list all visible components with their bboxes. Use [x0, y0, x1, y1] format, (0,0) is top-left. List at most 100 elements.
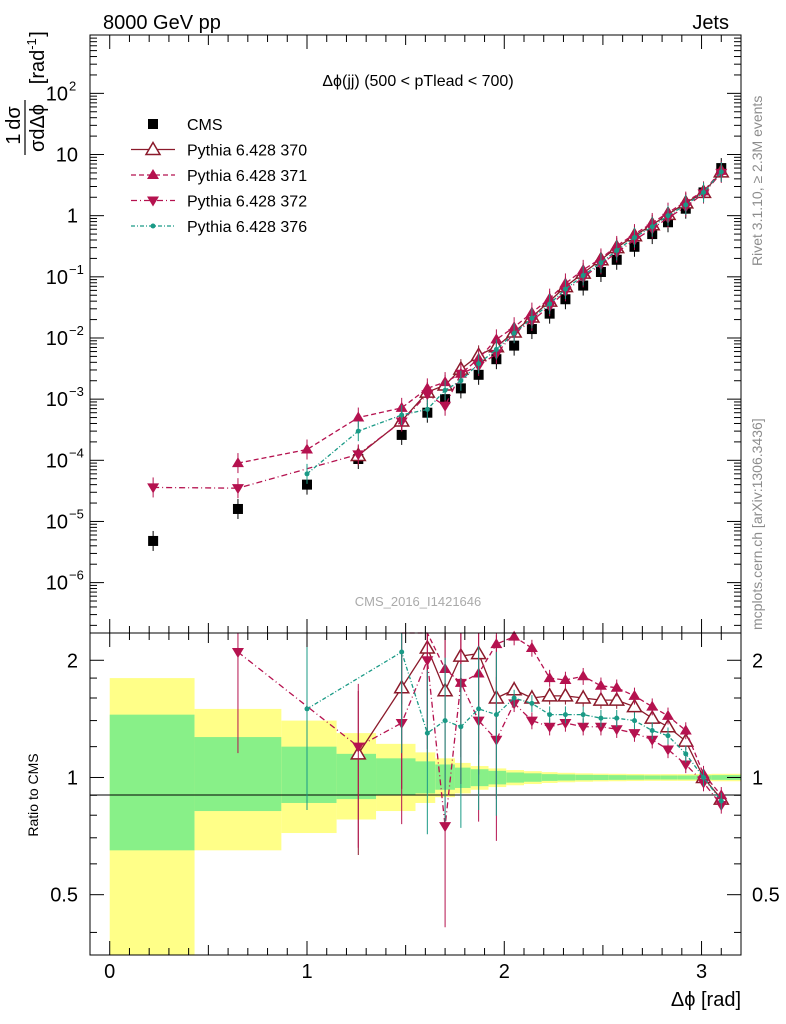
ratio-data-point	[646, 700, 659, 711]
main-data-point	[718, 169, 724, 175]
main-y-tick-exponent: −3	[69, 384, 84, 399]
main-data-point	[547, 301, 553, 307]
main-data-point	[529, 315, 535, 321]
legend-label: Pythia 6.428 370	[187, 143, 307, 160]
ratio-data-point	[679, 724, 692, 735]
ratio-data-point	[547, 712, 553, 718]
ratio-data-point	[646, 735, 659, 746]
ratio-data-point	[577, 670, 590, 681]
legend-label: Pythia 6.428 372	[187, 194, 307, 211]
legend-marker-swatch	[148, 119, 158, 129]
x-axis-label: Δϕ [rad]	[671, 989, 741, 1011]
legend-label: Pythia 6.428 371	[187, 168, 307, 185]
x-tick-label: 1	[301, 961, 312, 983]
ratio-data-point	[631, 718, 637, 724]
ylabel-denominator: σdΔϕ	[27, 104, 49, 152]
mcplots-source-label: mcplots.cern.ch [arXiv:1306.3436]	[749, 418, 765, 630]
main-y-tick-label: 10	[46, 450, 68, 472]
x-tick-label: 0	[104, 961, 115, 983]
ratio-data-point	[525, 716, 538, 727]
process-label: Jets	[692, 12, 729, 34]
main-series-line	[306, 171, 722, 475]
main-y-tick-label: 10	[46, 328, 68, 350]
main-data-point	[232, 503, 243, 514]
ratio-data-point	[508, 630, 521, 641]
ratio-data-point	[701, 774, 707, 780]
main-y-tick-exponent: −2	[69, 323, 84, 338]
main-series-4	[304, 161, 724, 484]
stat-uncertainty-band	[626, 775, 645, 780]
ratio-data-point	[529, 700, 535, 706]
main-y-tick-exponent: −1	[69, 262, 84, 277]
main-y-tick-label: 10	[46, 511, 68, 533]
stat-uncertainty-band	[593, 774, 609, 781]
ylabel-unit-close: ]	[27, 31, 49, 37]
main-y-tick-label: 10	[46, 573, 68, 595]
main-data-point	[301, 443, 313, 454]
ratio-data-point	[592, 691, 610, 706]
legend-marker-swatch	[150, 223, 156, 229]
main-data-point	[701, 189, 707, 195]
legend-label: Pythia 6.428 376	[187, 219, 307, 236]
ratio-data-point	[628, 689, 641, 700]
main-data-series	[147, 158, 730, 551]
main-data-point	[598, 260, 604, 266]
stat-uncertainty-band	[281, 746, 337, 803]
legend-entry-4: Pythia 6.428 376	[131, 219, 307, 236]
stat-uncertainty-band	[506, 772, 524, 783]
ratio-data-point	[511, 695, 517, 701]
ratio-data-point	[421, 656, 434, 667]
ratio-data-point	[628, 729, 641, 740]
ratio-data-point	[577, 722, 590, 733]
ratio-data-point	[679, 760, 692, 771]
main-data-point	[649, 224, 655, 230]
main-y-tick-exponent: −5	[69, 506, 84, 521]
main-data-point	[665, 213, 671, 219]
main-data-point	[396, 429, 407, 440]
main-data-point	[424, 406, 430, 412]
legend: CMS Pythia 6.428 370 Pythia 6.428 371 Pythi…	[131, 117, 307, 236]
analysis-watermark: CMS_2016_I1421646	[355, 594, 482, 609]
ratio-data-point	[574, 689, 592, 704]
main-data-point	[490, 333, 503, 344]
main-y-tick-label: 1	[67, 206, 78, 228]
stat-uncertainty-band	[109, 714, 195, 851]
ratio-data-point	[662, 745, 675, 756]
ratio-y-tick-label-left: 1	[67, 767, 78, 789]
stat-uncertainty-band	[470, 769, 489, 787]
ratio-data-point	[493, 712, 499, 718]
ratio-data-point	[610, 725, 623, 736]
plot-title: Δϕ(jj) (500 < pTlead < 700)	[322, 73, 513, 90]
ratio-data-series	[231, 630, 730, 928]
ratio-y-tick-label-left: 2	[67, 650, 78, 672]
ratio-series-3	[304, 633, 724, 835]
beam-energy-label: 8000 GeV pp	[103, 12, 221, 34]
main-series-0	[148, 158, 727, 551]
ratio-data-point	[594, 722, 607, 733]
legend-entry-2: Pythia 6.428 371	[131, 168, 307, 185]
main-data-point	[476, 361, 482, 367]
ylabel-unit: [rad	[27, 50, 49, 84]
main-series-3	[147, 162, 728, 499]
ratio-y-axis-label: Ratio to CMS	[25, 753, 41, 836]
main-y-tick-label: 10	[46, 83, 68, 105]
ratio-data-point	[559, 719, 572, 730]
ratio-series-line	[306, 651, 722, 802]
legend-entry-1: Pythia 6.428 370	[131, 141, 307, 160]
main-y-tick-exponent: −6	[69, 568, 84, 583]
ratio-data-point	[543, 672, 556, 683]
rivet-version-label: Rivet 3.1.10, ≥ 2.3M events	[749, 96, 765, 266]
ratio-data-point	[352, 742, 365, 753]
ylabel-unit-exponent: -1	[24, 38, 39, 50]
ratio-data-point	[594, 679, 607, 690]
stat-uncertainty-band	[488, 770, 507, 785]
main-data-point	[399, 412, 405, 418]
main-data-point	[562, 286, 568, 292]
stat-uncertainty-band	[415, 761, 436, 794]
ratio-data-point	[543, 722, 556, 733]
main-data-point	[147, 483, 160, 494]
ratio-data-point	[649, 728, 655, 734]
ratio-axes: 0.5 0.5 1 1 2 2 0 1 2 3	[50, 633, 780, 983]
